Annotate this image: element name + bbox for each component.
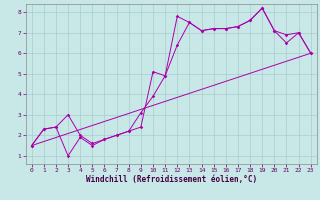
- X-axis label: Windchill (Refroidissement éolien,°C): Windchill (Refroidissement éolien,°C): [86, 175, 257, 184]
